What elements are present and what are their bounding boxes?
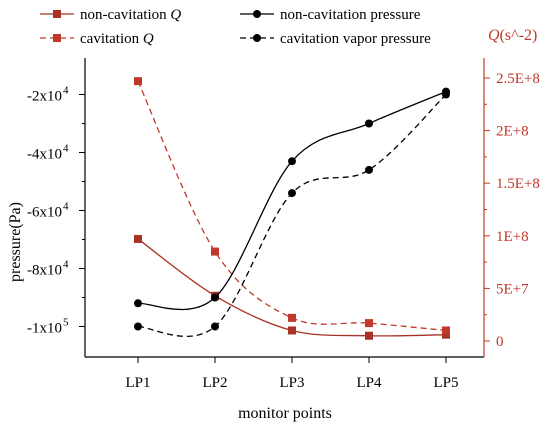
x-tick-label: LP2 xyxy=(202,375,227,391)
legend-label: non-cavitation Q xyxy=(80,7,181,23)
data-point-circle xyxy=(288,189,296,198)
right-tick-label: 1.5E+8 xyxy=(496,176,540,192)
legend-item: cavitation vapor pressure xyxy=(240,31,431,47)
data-point-circle xyxy=(134,299,142,308)
data-point-square xyxy=(365,319,373,328)
series-layer xyxy=(134,77,450,340)
legend-marker-circle xyxy=(253,10,261,18)
data-point-circle xyxy=(211,293,219,302)
legend-item: non-cavitation Q xyxy=(40,7,181,23)
data-point-square xyxy=(442,326,450,335)
x-tick-label: LP4 xyxy=(356,375,382,391)
right-tick-label: 2.5E+8 xyxy=(496,71,540,87)
x-tick-label: LP1 xyxy=(125,375,150,391)
left-axis-title: pressure(Pa) xyxy=(7,202,24,282)
data-point-square xyxy=(134,234,142,243)
data-point-square xyxy=(288,326,296,335)
data-point-square xyxy=(134,77,142,86)
data-point-square xyxy=(365,331,373,340)
legend-label: cavitation vapor pressure xyxy=(280,31,431,47)
left-tick-label: -8x10 xyxy=(27,263,62,279)
legend-label: non-cavitation pressure xyxy=(280,7,421,23)
right-axis-title: Q(s^-2) xyxy=(488,27,537,44)
right-tick-label: 2E+8 xyxy=(496,124,529,140)
series-non-cavitation-pressure xyxy=(134,87,450,311)
left-tick-label: -4x10 xyxy=(27,147,62,163)
data-point-square xyxy=(288,313,296,322)
legend-marker-square xyxy=(53,10,61,18)
left-tick-exponent: 4 xyxy=(63,259,69,271)
legend-marker-circle xyxy=(253,34,261,42)
series-non-cavitation-q xyxy=(134,234,450,340)
legend-label: cavitation Q xyxy=(80,31,154,47)
left-tick-label: -6x10 xyxy=(27,205,62,221)
legend: non-cavitation Q cavitation Q non-cavitati… xyxy=(40,7,431,47)
legend-marker-square xyxy=(53,34,61,42)
data-point-circle xyxy=(134,322,142,331)
legend-item: cavitation Q xyxy=(40,31,154,47)
data-point-circle xyxy=(288,157,296,166)
left-tick-exponent: 5 xyxy=(63,317,69,329)
left-tick-label: -1x10 xyxy=(27,321,62,337)
series-line xyxy=(137,94,447,337)
series-line xyxy=(137,80,447,332)
left-tick-exponent: 4 xyxy=(63,201,69,213)
left-tick-label: -2x10 xyxy=(27,89,62,105)
data-point-square xyxy=(211,247,219,256)
series-cavitation-q xyxy=(134,77,450,335)
x-tick-label: LP5 xyxy=(433,375,458,391)
legend-item: non-cavitation pressure xyxy=(240,7,421,23)
right-tick-label: 1E+8 xyxy=(496,229,529,245)
axes-layer: -2x10 4-4x10 4-6x10 4-8x10 4-1x10 505E+71E+81… xyxy=(27,27,540,391)
data-point-circle xyxy=(211,322,219,331)
data-point-circle xyxy=(365,119,373,128)
x-tick-label: LP3 xyxy=(279,375,304,391)
series-cavitation-vapor-pressure xyxy=(134,90,450,337)
data-point-circle xyxy=(442,90,450,99)
left-tick-exponent: 4 xyxy=(63,143,69,155)
data-point-circle xyxy=(365,165,373,174)
right-tick-label: 0 xyxy=(496,334,504,350)
left-tick-exponent: 4 xyxy=(63,85,69,97)
series-line xyxy=(137,90,447,311)
right-tick-label: 5E+7 xyxy=(496,281,529,297)
x-axis-title: monitor points xyxy=(238,405,332,422)
data-point-square xyxy=(442,330,450,339)
